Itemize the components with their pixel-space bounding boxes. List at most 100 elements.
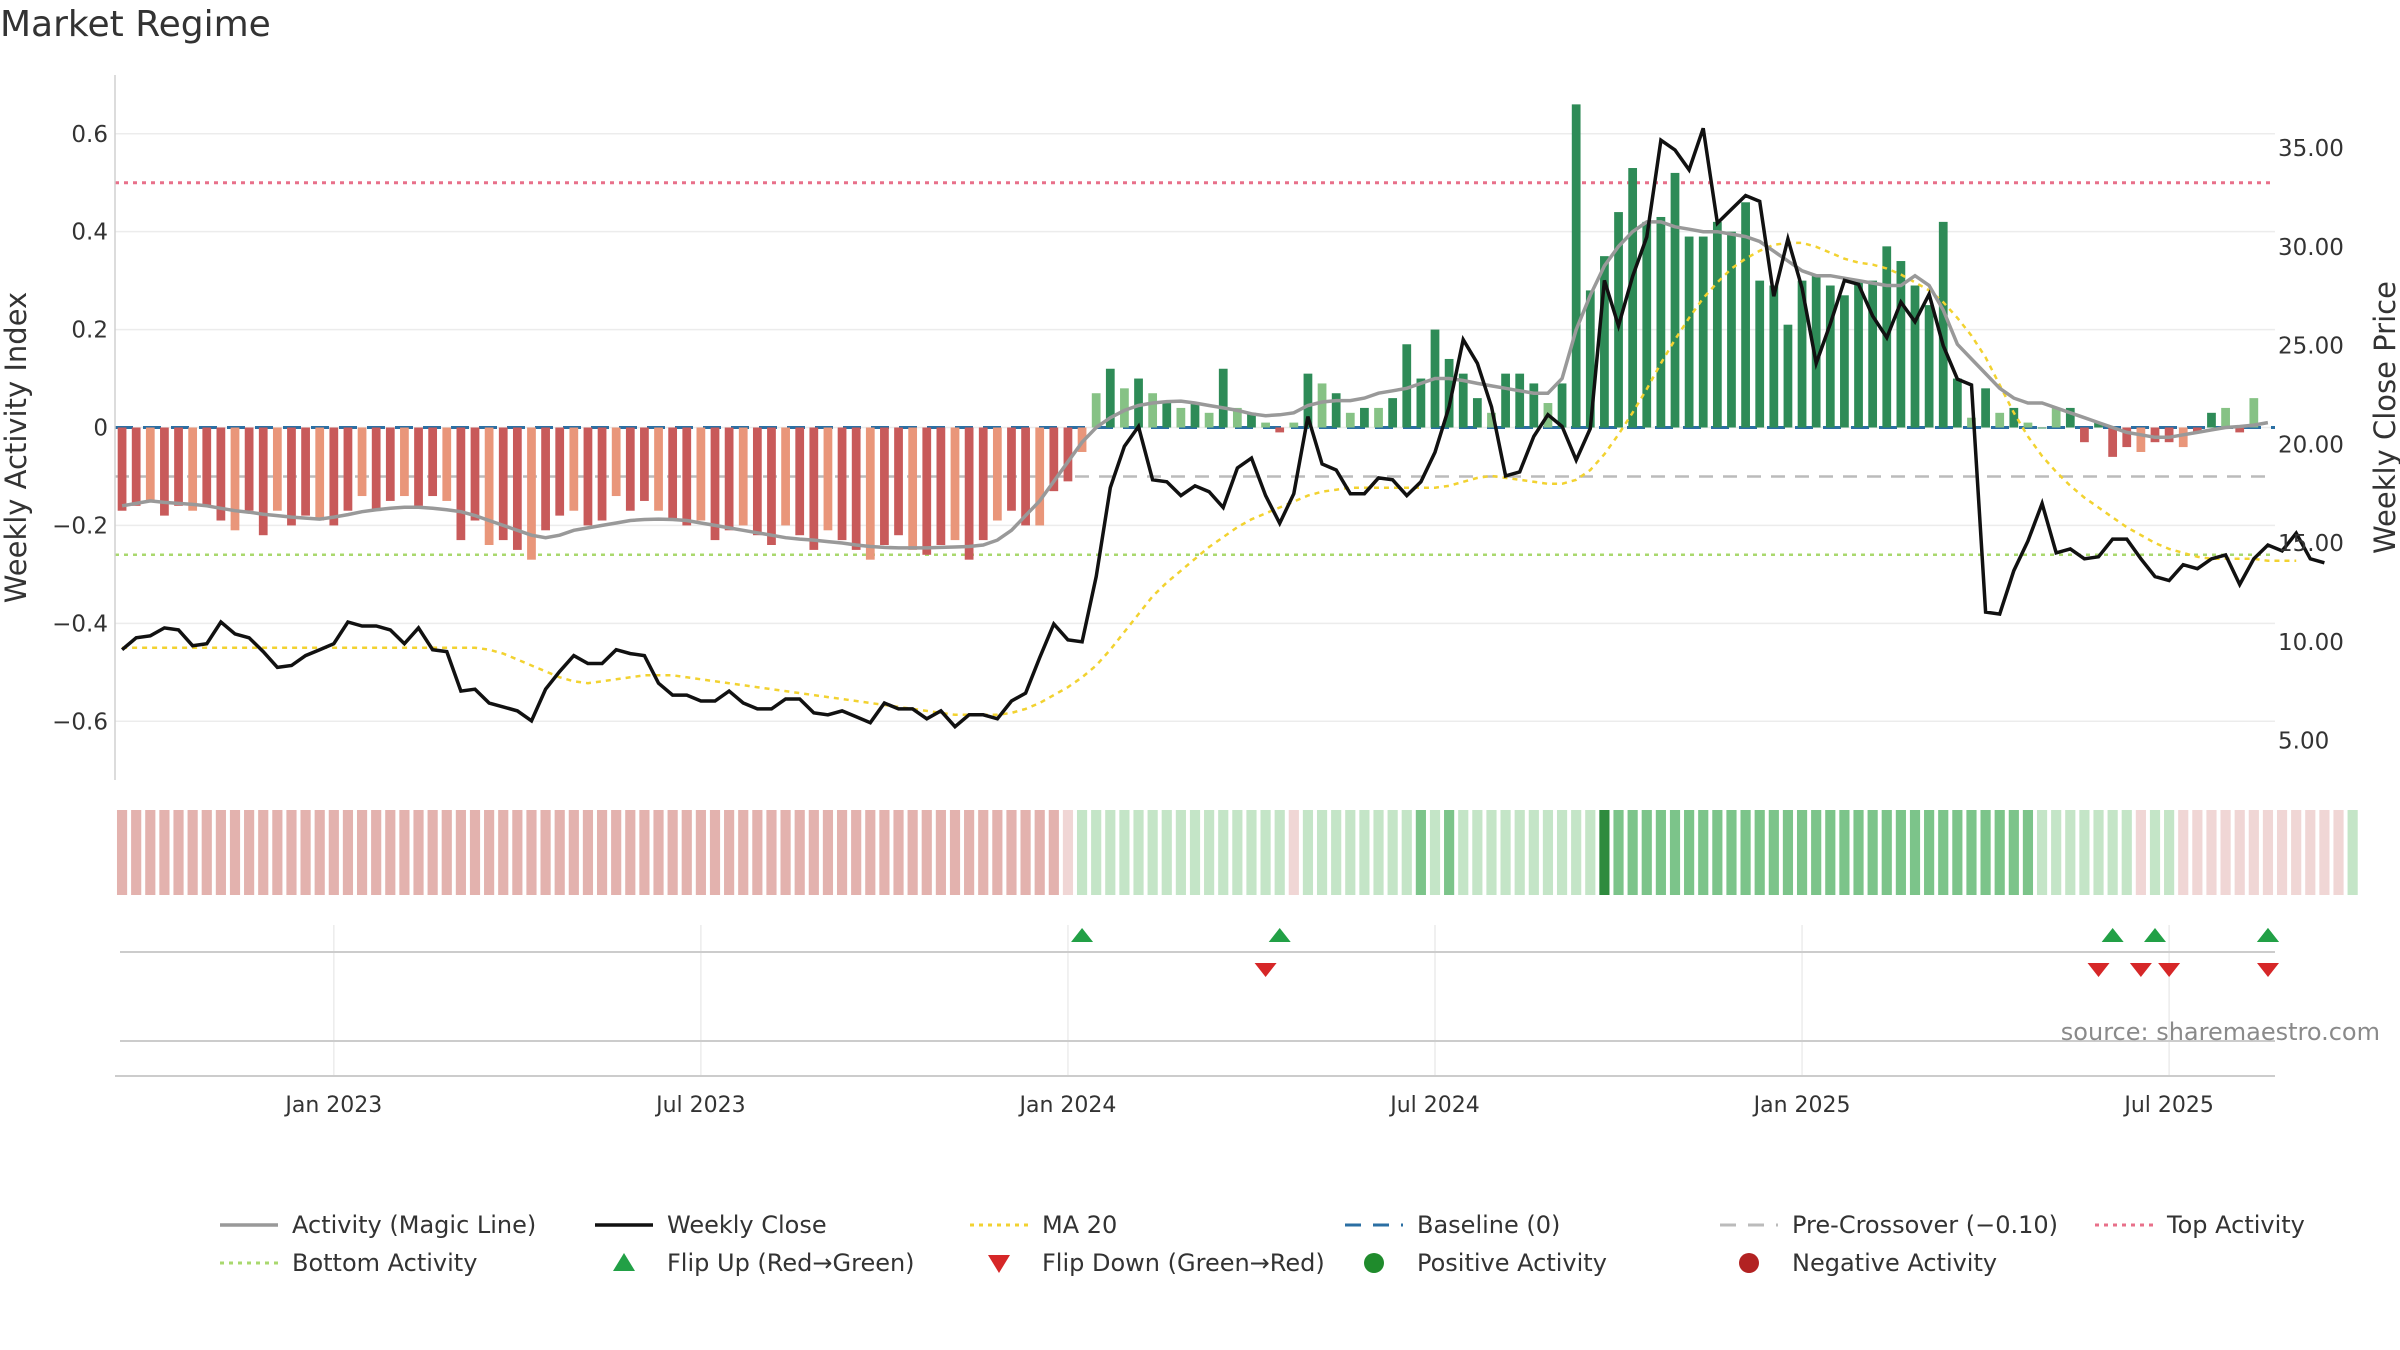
regime-cell: [1613, 810, 1624, 895]
regime-cell: [385, 810, 396, 895]
activity-bar: [1529, 383, 1539, 428]
activity-bar: [2080, 427, 2089, 443]
regime-cell: [1006, 810, 1017, 895]
regime-cell: [131, 810, 142, 895]
activity-bar: [654, 427, 663, 511]
legend-item: Top Activity: [2095, 1211, 2305, 1239]
activity-bar: [287, 427, 296, 526]
bottom-panel: [115, 1040, 2275, 1077]
regime-cell: [201, 810, 212, 895]
flip-markers-panel: [120, 928, 2279, 977]
activity-bar: [1049, 427, 1059, 492]
activity-bar: [442, 427, 452, 501]
regime-cell: [2192, 810, 2203, 895]
activity-bar: [527, 427, 536, 560]
activity-bar: [1416, 378, 1426, 428]
activity-bar: [1811, 275, 1821, 428]
activity-bar: [696, 427, 706, 521]
regime-cell: [371, 810, 382, 895]
x-tick-label: Jul 2023: [654, 1093, 746, 1118]
right-tick-label: 35.00: [2278, 136, 2344, 162]
regime-cell: [1260, 810, 1271, 895]
activity-bar: [1035, 427, 1045, 526]
activity-bar: [1402, 344, 1412, 428]
activity-bar: [1007, 427, 1016, 511]
regime-cell: [399, 810, 410, 895]
activity-bar: [1091, 393, 1101, 428]
regime-cell: [286, 810, 297, 895]
regime-cell: [1853, 810, 1864, 895]
regime-cell: [441, 810, 452, 895]
left-tick-label: −0.2: [52, 513, 108, 539]
regime-cell: [879, 810, 890, 895]
legend-triangle-down-icon: [988, 1255, 1010, 1273]
left-tick-label: 0.4: [71, 220, 108, 246]
regime-cell: [1048, 810, 1059, 895]
regime-cell: [1966, 810, 1977, 895]
activity-bar: [216, 427, 226, 521]
legend-label: Activity (Magic Line): [292, 1211, 536, 1239]
legend-circle-icon: [1364, 1253, 1384, 1273]
activity-bar: [1134, 378, 1143, 428]
regime-cell: [2333, 810, 2344, 895]
activity-bar: [611, 427, 621, 497]
activity-bar: [244, 427, 254, 511]
activity-bar: [1360, 407, 1369, 428]
activity-bar: [1628, 168, 1638, 428]
activity-bar: [1190, 403, 1200, 428]
regime-cell: [1796, 810, 1808, 895]
activity-bar: [541, 427, 550, 531]
activity-bar: [1769, 285, 1779, 428]
activity-bar: [1289, 422, 1299, 428]
regime-cell: [1712, 810, 1723, 895]
activity-bar: [343, 427, 353, 511]
legend-item: Pre-Crossover (−0.10): [1720, 1211, 2058, 1239]
left-tick-label: −0.6: [52, 709, 108, 735]
flip-down-marker: [2158, 963, 2181, 977]
activity-bar: [329, 427, 339, 526]
regime-cell: [921, 810, 932, 895]
activity-bar: [400, 427, 409, 497]
activity-bar: [1501, 373, 1510, 428]
regime-cell: [2319, 810, 2330, 895]
legend-label: Pre-Crossover (−0.10): [1792, 1211, 2058, 1239]
activity-bar: [1797, 280, 1807, 428]
regime-cell: [1331, 810, 1342, 895]
regime-cell: [893, 810, 904, 895]
regime-cell: [1684, 810, 1695, 895]
regime-cell: [1698, 810, 1709, 895]
regime-cell: [1316, 810, 1328, 895]
legend-triangle-up-icon: [613, 1253, 635, 1271]
activity-bar: [1825, 285, 1835, 428]
activity-bar: [1204, 412, 1214, 428]
regime-cell: [836, 810, 848, 895]
activity-bar: [978, 427, 988, 541]
regime-cell: [1768, 810, 1779, 895]
activity-bar: [2051, 407, 2061, 428]
flip-up-marker: [1071, 928, 1094, 942]
activity-bar: [682, 427, 692, 526]
regime-cell: [1599, 810, 1610, 895]
regime-cell: [413, 810, 424, 895]
activity-bar: [569, 427, 579, 511]
activity-bar: [1261, 422, 1270, 428]
activity-bar: [823, 427, 833, 531]
regime-cell: [1034, 810, 1045, 895]
regime-cell: [851, 810, 862, 895]
right-tick-label: 30.00: [2278, 235, 2344, 261]
activity-bar: [131, 427, 141, 506]
activity-bar: [272, 427, 282, 511]
activity-bar: [1698, 236, 1708, 428]
activity-bar: [1515, 373, 1525, 428]
regime-cell: [2305, 810, 2316, 895]
regime-cell: [2093, 810, 2104, 895]
regime-cell: [512, 810, 523, 895]
regime-cell: [215, 810, 226, 895]
activity-bar: [2122, 427, 2132, 448]
activity-bar: [301, 427, 310, 516]
regime-cell: [1345, 810, 1356, 895]
regime-cell: [1175, 810, 1186, 895]
x-tick-label: Jan 2024: [1017, 1093, 1116, 1118]
regime-cell: [1458, 810, 1469, 895]
flip-down-marker: [1254, 963, 1277, 977]
